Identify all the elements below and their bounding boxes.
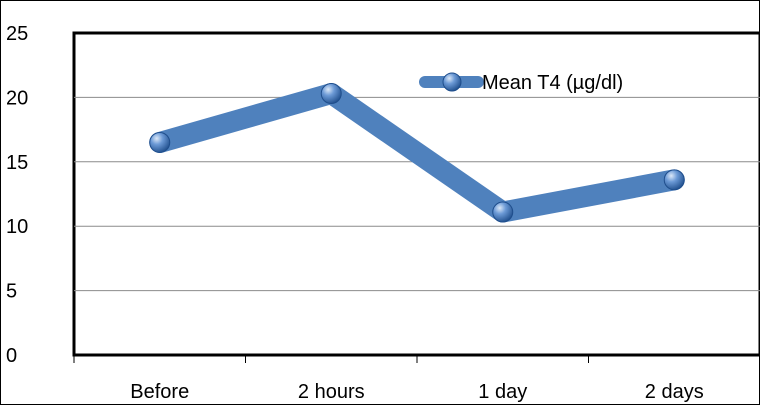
legend-label: Mean T4 (µg/dl) <box>482 72 623 94</box>
y-tick-label: 5 <box>6 281 17 303</box>
axes: 0 5 10 15 20 25 Before 2 hours 1 day 2 days <box>6 23 760 403</box>
data-point <box>663 169 685 191</box>
legend-marker <box>442 72 462 92</box>
x-tick-label: Before <box>130 381 189 403</box>
data-point <box>149 131 171 153</box>
y-tick-label: 10 <box>6 216 28 238</box>
x-tick-label: 2 hours <box>298 381 365 403</box>
y-tick-label: 0 <box>6 345 17 367</box>
x-tick-label: 2 days <box>645 381 704 403</box>
series-line <box>149 83 685 223</box>
legend: Mean T4 (µg/dl) <box>419 72 623 94</box>
y-tick-label: 15 <box>6 152 28 174</box>
plot-area <box>72 31 760 357</box>
y-tick-label: 25 <box>6 23 28 45</box>
series <box>149 83 685 223</box>
x-tick-label: 1 day <box>478 381 527 403</box>
data-point <box>320 83 342 105</box>
y-tick-label: 20 <box>6 87 28 109</box>
data-point <box>492 201 514 223</box>
